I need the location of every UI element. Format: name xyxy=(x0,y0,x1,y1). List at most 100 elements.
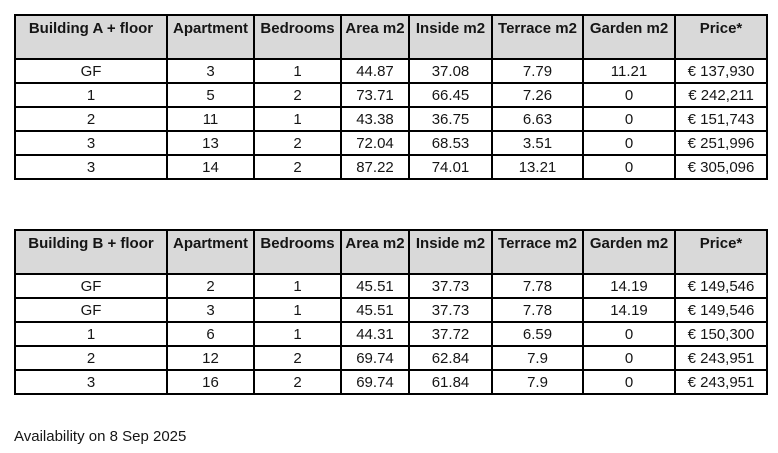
cell: 16 xyxy=(166,369,255,395)
header-row: Building B + floor Apartment Bedrooms Area … xyxy=(14,229,768,275)
cell: € 242,211 xyxy=(674,82,768,108)
cell: 11.21 xyxy=(582,58,676,84)
cell: 69.74 xyxy=(340,345,410,371)
cell: 66.45 xyxy=(408,82,493,108)
cell: GF xyxy=(14,58,168,84)
cell: 3 xyxy=(14,130,168,156)
column-header: Area m2 xyxy=(340,229,410,275)
table-row: 2 11 1 43.38 36.75 6.63 0 € 151,743 xyxy=(14,106,768,132)
cell: 7.78 xyxy=(491,273,584,299)
cell: 0 xyxy=(582,130,676,156)
cell: 73.71 xyxy=(340,82,410,108)
table-row: 1 5 2 73.71 66.45 7.26 0 € 242,211 xyxy=(14,82,768,108)
cell: 2 xyxy=(253,82,342,108)
cell: 3 xyxy=(166,58,255,84)
column-header: Price* xyxy=(674,14,768,60)
column-header: Terrace m2 xyxy=(491,14,584,60)
cell: € 243,951 xyxy=(674,345,768,371)
cell: 2 xyxy=(253,154,342,180)
cell: 44.87 xyxy=(340,58,410,84)
cell: 6.59 xyxy=(491,321,584,347)
cell: 13.21 xyxy=(491,154,584,180)
cell: 0 xyxy=(582,369,676,395)
table-row: 3 13 2 72.04 68.53 3.51 0 € 251,996 xyxy=(14,130,768,156)
cell: 2 xyxy=(14,106,168,132)
header-row: Building A + floor Apartment Bedrooms Area … xyxy=(14,14,768,60)
column-header: Apartment xyxy=(166,14,255,60)
cell: 2 xyxy=(253,369,342,395)
column-header: Price* xyxy=(674,229,768,275)
column-header: Building A + floor xyxy=(14,14,168,60)
column-header: Inside m2 xyxy=(408,229,493,275)
table-row: GF 3 1 45.51 37.73 7.78 14.19 € 149,546 xyxy=(14,297,768,323)
cell: GF xyxy=(14,297,168,323)
cell: GF xyxy=(14,273,168,299)
cell: € 150,300 xyxy=(674,321,768,347)
cell: 1 xyxy=(253,273,342,299)
column-header: Building B + floor xyxy=(14,229,168,275)
column-header: Garden m2 xyxy=(582,229,676,275)
column-header: Bedrooms xyxy=(253,229,342,275)
cell: 14 xyxy=(166,154,255,180)
column-header: Apartment xyxy=(166,229,255,275)
cell: 68.53 xyxy=(408,130,493,156)
table-row: 3 16 2 69.74 61.84 7.9 0 € 243,951 xyxy=(14,369,768,395)
cell: 12 xyxy=(166,345,255,371)
building-b-table: Building B + floor Apartment Bedrooms Area … xyxy=(14,229,768,395)
cell: 1 xyxy=(253,297,342,323)
column-header: Inside m2 xyxy=(408,14,493,60)
cell: 61.84 xyxy=(408,369,493,395)
cell: 1 xyxy=(253,321,342,347)
cell: 2 xyxy=(253,345,342,371)
cell: 0 xyxy=(582,106,676,132)
cell: 3 xyxy=(14,369,168,395)
cell: 7.9 xyxy=(491,345,584,371)
cell: 0 xyxy=(582,321,676,347)
cell: 44.31 xyxy=(340,321,410,347)
cell: 11 xyxy=(166,106,255,132)
cell: 1 xyxy=(253,58,342,84)
cell: 0 xyxy=(582,345,676,371)
cell: 3.51 xyxy=(491,130,584,156)
cell: € 149,546 xyxy=(674,273,768,299)
cell: € 149,546 xyxy=(674,297,768,323)
cell: 45.51 xyxy=(340,273,410,299)
cell: € 151,743 xyxy=(674,106,768,132)
cell: 7.26 xyxy=(491,82,584,108)
cell: 6.63 xyxy=(491,106,584,132)
cell: 3 xyxy=(166,297,255,323)
cell: 14.19 xyxy=(582,273,676,299)
cell: 36.75 xyxy=(408,106,493,132)
table-row: 1 6 1 44.31 37.72 6.59 0 € 150,300 xyxy=(14,321,768,347)
cell: 2 xyxy=(14,345,168,371)
table-row: 3 14 2 87.22 74.01 13.21 0 € 305,096 xyxy=(14,154,768,180)
cell: 14.19 xyxy=(582,297,676,323)
table-row: GF 2 1 45.51 37.73 7.78 14.19 € 149,546 xyxy=(14,273,768,299)
cell: € 137,930 xyxy=(674,58,768,84)
cell: 74.01 xyxy=(408,154,493,180)
cell: 45.51 xyxy=(340,297,410,323)
building-a-table: Building A + floor Apartment Bedrooms Area … xyxy=(14,14,768,180)
column-header: Terrace m2 xyxy=(491,229,584,275)
column-header: Area m2 xyxy=(340,14,410,60)
cell: 1 xyxy=(14,82,168,108)
cell: 13 xyxy=(166,130,255,156)
cell: 87.22 xyxy=(340,154,410,180)
cell: 37.72 xyxy=(408,321,493,347)
cell: 72.04 xyxy=(340,130,410,156)
cell: € 243,951 xyxy=(674,369,768,395)
cell: 5 xyxy=(166,82,255,108)
cell: 37.08 xyxy=(408,58,493,84)
cell: 7.79 xyxy=(491,58,584,84)
cell: 62.84 xyxy=(408,345,493,371)
cell: 3 xyxy=(14,154,168,180)
cell: 2 xyxy=(253,130,342,156)
cell: 1 xyxy=(14,321,168,347)
cell: 0 xyxy=(582,82,676,108)
cell: € 305,096 xyxy=(674,154,768,180)
cell: 7.9 xyxy=(491,369,584,395)
table-row: 2 12 2 69.74 62.84 7.9 0 € 243,951 xyxy=(14,345,768,371)
cell: 43.38 xyxy=(340,106,410,132)
cell: 37.73 xyxy=(408,273,493,299)
